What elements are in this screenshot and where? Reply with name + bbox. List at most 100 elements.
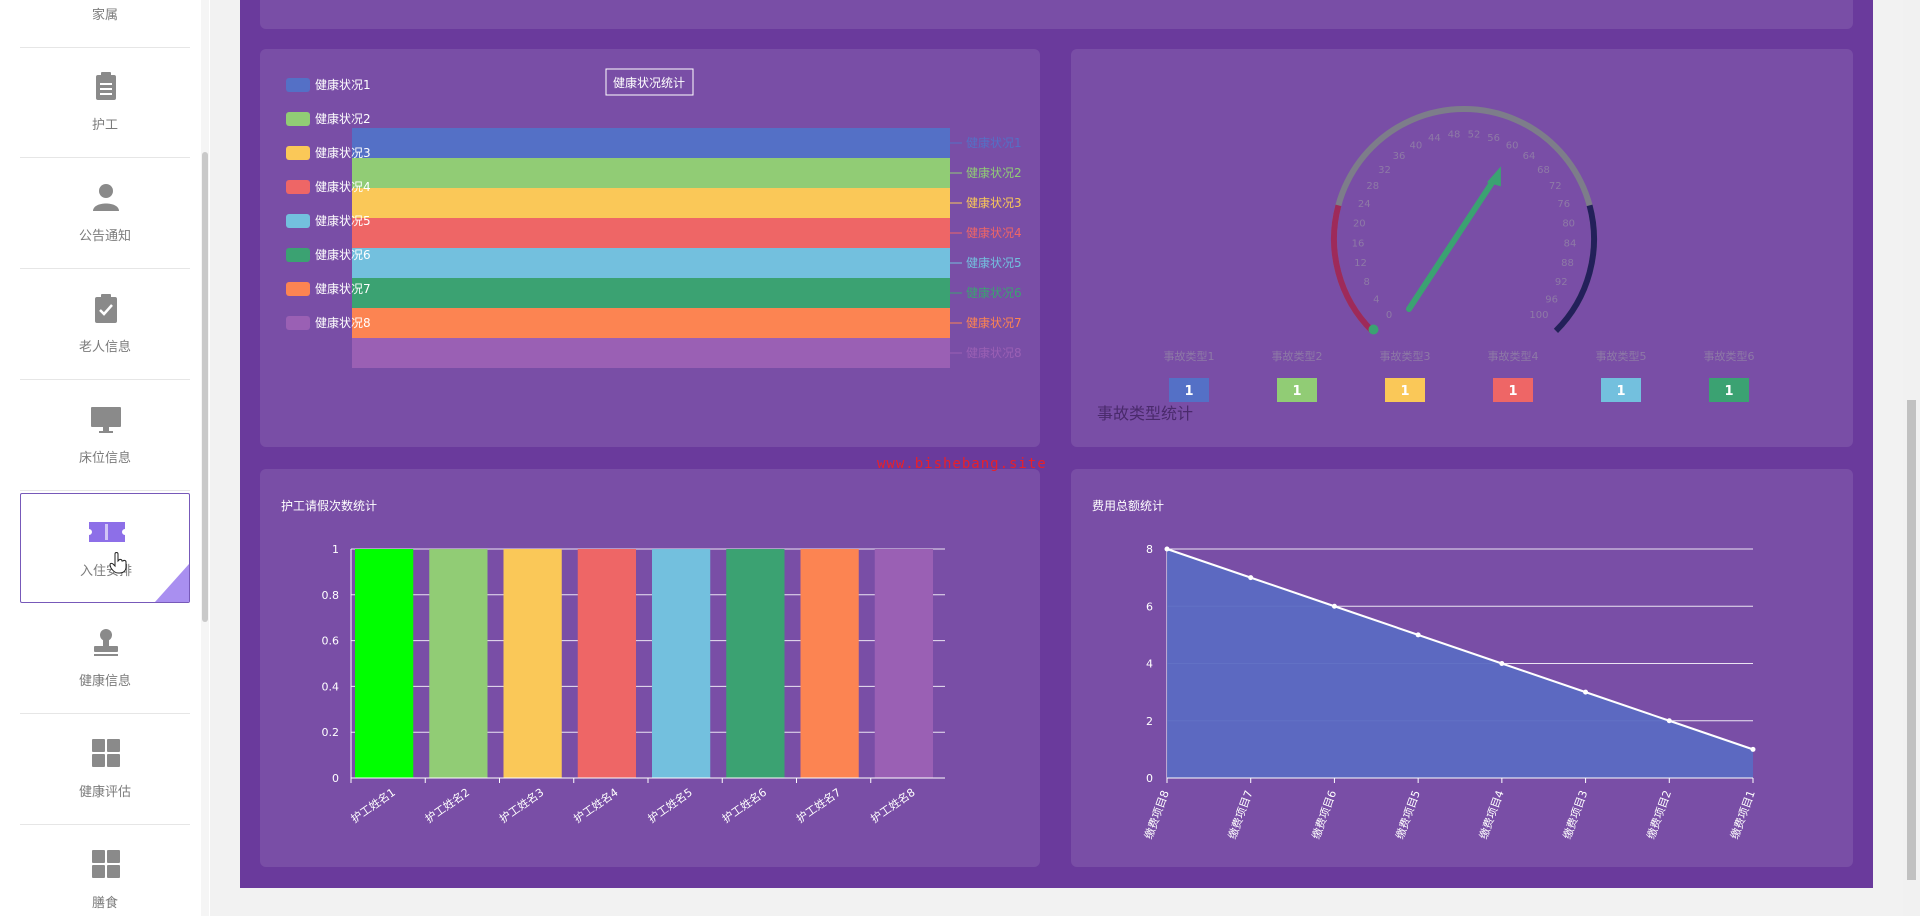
bar-chart-panel: 护工请假次数统计 0 0.2 0.4 0.6 0.8 1 护工姓名1 护工姓名2 护工姓名3 护…: [260, 469, 1040, 867]
funnel-band[interactable]: [352, 128, 950, 158]
sidebar-item-checkin[interactable]: 入住安排: [20, 493, 190, 603]
funnel-chart-panel: 健康状况统计 健康状况1 健康状况2 健康状况3 健康状况4 健康状况5 健康状况6 健康状…: [260, 49, 1040, 447]
legend-swatch[interactable]: [286, 248, 310, 262]
legend-swatch[interactable]: [286, 146, 310, 160]
page-scrollbar[interactable]: [1903, 0, 1920, 916]
active-corner-marker: [155, 564, 189, 602]
bar[interactable]: [800, 549, 859, 778]
line-point[interactable]: [1499, 661, 1505, 666]
line-point[interactable]: [1331, 603, 1337, 609]
sidebar-item-family[interactable]: 家属: [20, 0, 190, 48]
gauge-arc-segment: [1331, 204, 1375, 334]
gauge-tick-label: 24: [1358, 199, 1371, 210]
sidebar-item-elder-info[interactable]: 老人信息: [20, 270, 190, 380]
sidebar-item-label: 健康信息: [78, 674, 131, 689]
funnel-side-label: 健康状况4: [966, 225, 1022, 240]
gauge-tick-label: 60: [1506, 141, 1519, 152]
bar-y-tick-label: 0.8: [322, 589, 340, 602]
line-point[interactable]: [1164, 546, 1170, 552]
sidebar-item-caregiver[interactable]: 护工: [20, 48, 190, 158]
legend-label[interactable]: 健康状况3: [315, 145, 371, 160]
chart-title: 费用总额统计: [1092, 499, 1165, 513]
sidebar-item-health-info[interactable]: 健康信息: [20, 604, 190, 714]
top-panel-partial: [260, 0, 1853, 29]
bar[interactable]: [726, 549, 785, 778]
legend-label[interactable]: 健康状况4: [315, 179, 371, 194]
funnel-title-box: [605, 68, 694, 96]
legend-swatch[interactable]: [286, 180, 310, 194]
gauge-tick-label: 28: [1366, 181, 1379, 192]
bar-x-label: 护工姓名3: [497, 785, 547, 826]
sidebar-item-meals[interactable]: 膳食: [20, 826, 190, 916]
legend-label[interactable]: 健康状况2: [315, 111, 371, 126]
bar[interactable]: [652, 549, 711, 778]
bar-x-label: 护工姓名4: [571, 785, 621, 826]
sidebar-item-label: 健康评估: [78, 785, 131, 800]
line-point[interactable]: [1583, 689, 1589, 695]
funnel-side-label: 健康状况8: [966, 345, 1022, 360]
grid-icon: [90, 737, 122, 769]
funnel-chart: 健康状况统计 健康状况1 健康状况2 健康状况3 健康状况4 健康状况5 健康状况6 健康状…: [286, 68, 1022, 368]
bar[interactable]: [874, 549, 933, 778]
line-y-tick-label: 0: [1146, 772, 1153, 785]
bar[interactable]: [503, 549, 562, 778]
bar-x-label: 护工姓名1: [348, 785, 398, 826]
stamp-icon: [90, 626, 122, 658]
bar-y-tick-label: 0.4: [322, 680, 340, 693]
funnel-band[interactable]: [352, 158, 950, 188]
funnel-band[interactable]: [352, 338, 950, 368]
line-point[interactable]: [1415, 632, 1421, 638]
gauge-tick-label: 52: [1468, 129, 1481, 140]
sidebar-item-label: 老人信息: [78, 340, 131, 355]
user-icon: [90, 181, 122, 213]
gauge-category-value-box: [1169, 378, 1209, 402]
sidebar-scrollbar-thumb[interactable]: [202, 152, 208, 622]
gauge-tick-label: 64: [1523, 151, 1536, 162]
sidebar-item-notice[interactable]: 公告通知: [20, 159, 190, 269]
gauge-category-value: 1: [1184, 384, 1193, 399]
line-point[interactable]: [1248, 575, 1254, 581]
funnel-side-label: 健康状况1: [966, 135, 1022, 150]
funnel-band[interactable]: [352, 218, 950, 248]
bar[interactable]: [577, 549, 636, 778]
gauge-category-label: 事故类型5: [1596, 349, 1647, 363]
legend-swatch[interactable]: [286, 112, 310, 126]
sidebar-item-label: 膳食: [91, 896, 118, 911]
sidebar-item-bed-info[interactable]: 床位信息: [20, 381, 190, 491]
gauge-category-value-box: [1709, 378, 1749, 402]
legend-label[interactable]: 健康状况5: [315, 213, 371, 228]
gauge-tick-label: 92: [1555, 277, 1568, 288]
gauge-category-value: 1: [1724, 384, 1733, 399]
line-y-tick-label: 2: [1146, 715, 1153, 728]
funnel-band[interactable]: [352, 278, 950, 308]
funnel-band[interactable]: [352, 308, 950, 338]
bar[interactable]: [429, 549, 488, 778]
funnel-band[interactable]: [352, 248, 950, 278]
monitor-icon: [90, 403, 122, 435]
sidebar-item-health-assessment[interactable]: 健康评估: [20, 715, 190, 825]
line-x-label: 缴费项目1: [1727, 788, 1758, 841]
legend-swatch[interactable]: [286, 214, 310, 228]
gauge-tick-label: 72: [1549, 181, 1562, 192]
bar-y-tick-label: 1: [332, 543, 339, 556]
gauge-category-value-box: [1493, 378, 1533, 402]
bar[interactable]: [355, 549, 414, 778]
funnel-side-label: 健康状况2: [966, 165, 1022, 180]
legend-label[interactable]: 健康状况8: [315, 315, 371, 330]
line-point[interactable]: [1666, 718, 1672, 724]
legend-label[interactable]: 健康状况6: [315, 247, 371, 262]
funnel-side-label: 健康状况7: [966, 315, 1022, 330]
page-scrollbar-thumb[interactable]: [1907, 400, 1916, 880]
legend-label[interactable]: 健康状况1: [315, 77, 371, 92]
legend-swatch[interactable]: [286, 78, 310, 92]
line-chart: 0 2 4 6 8 缴费项目8 缴费项目7 缴费项目6 缴费项目5 缴费项目4 缴费项目3 缴费项目…: [1141, 543, 1758, 841]
funnel-band[interactable]: [352, 188, 950, 218]
legend-label[interactable]: 健康状况7: [315, 281, 371, 296]
line-point[interactable]: [1750, 746, 1756, 752]
legend-swatch[interactable]: [286, 282, 310, 296]
legend-swatch[interactable]: [286, 316, 310, 330]
gauge-tick-label: 100: [1529, 310, 1548, 321]
line-x-label: 缴费项目6: [1309, 788, 1340, 841]
line-series[interactable]: [1166, 548, 1754, 751]
bar-x-label: 护工姓名6: [719, 785, 769, 826]
